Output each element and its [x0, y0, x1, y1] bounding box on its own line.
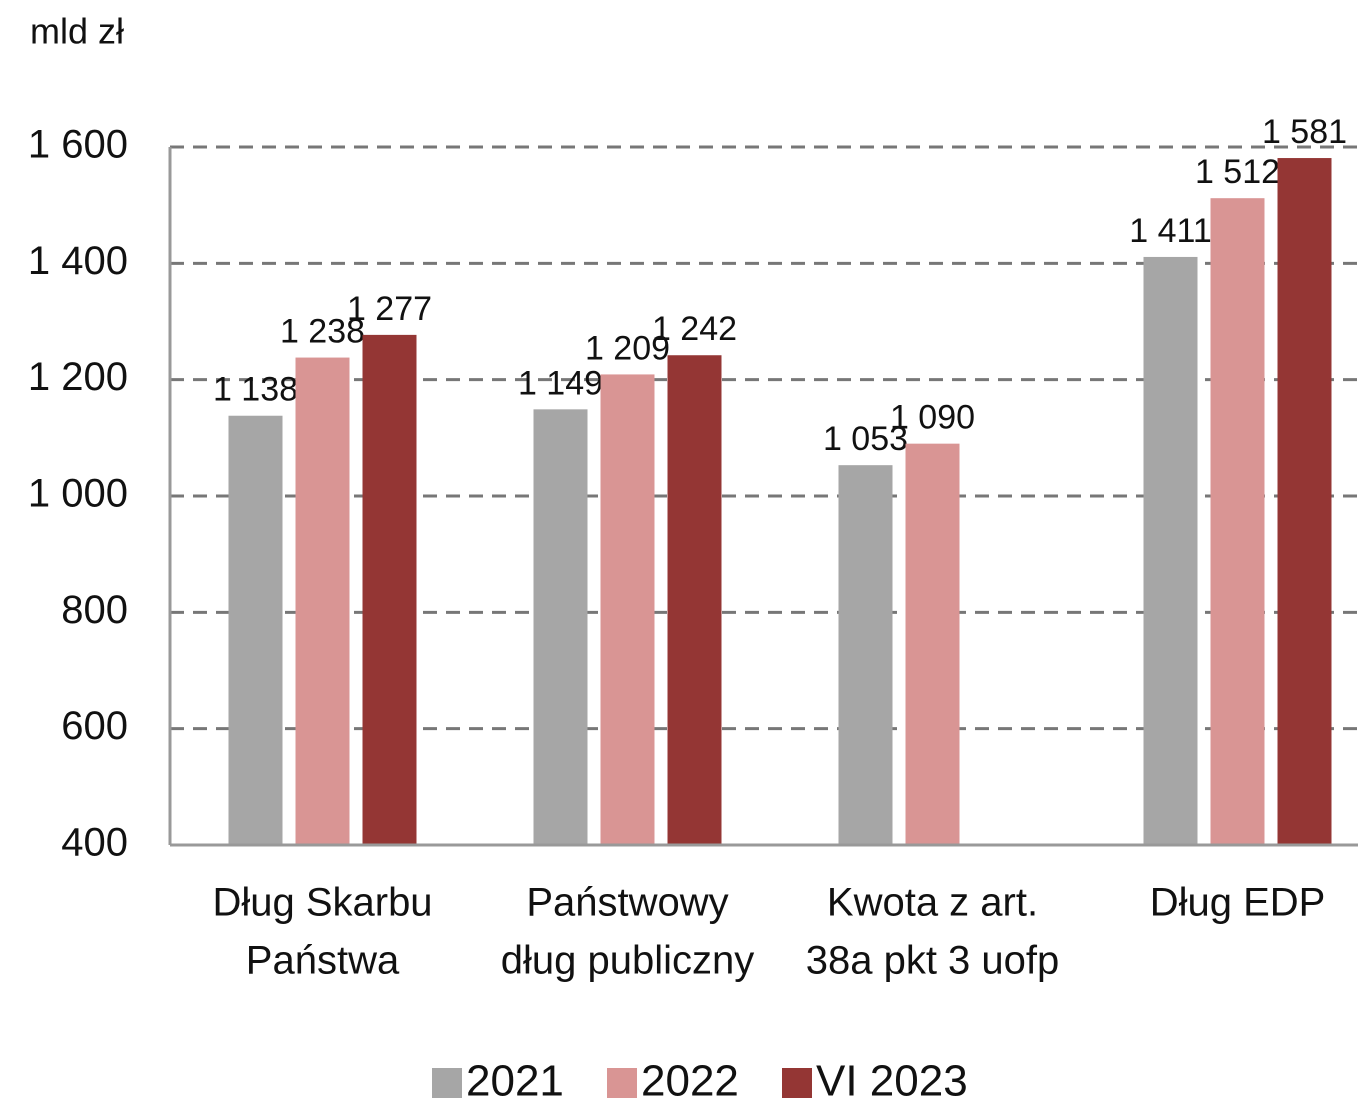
bar — [228, 415, 283, 845]
value-label: 1 581 — [1262, 113, 1347, 151]
y-axis-label: mld zł — [30, 11, 124, 52]
legend-label: 2022 — [641, 1057, 739, 1104]
legend-swatch — [432, 1068, 462, 1098]
value-label: 1 209 — [585, 329, 670, 367]
y-tick-label: 600 — [61, 704, 128, 748]
bar — [533, 409, 588, 845]
bar — [362, 334, 417, 845]
x-tick-label: 38a pkt 3 uofp — [806, 939, 1060, 983]
value-label: 1 277 — [347, 290, 432, 328]
y-tick-label: 1 600 — [28, 123, 128, 167]
x-tick-label: Dług EDP — [1150, 881, 1326, 925]
value-label: 1 149 — [518, 364, 603, 402]
bar — [1143, 256, 1198, 845]
bar — [1210, 198, 1265, 846]
x-tick-label: Państwa — [246, 939, 400, 983]
bar — [667, 355, 722, 845]
x-tick-label: Dług Skarbu — [212, 881, 432, 925]
bar — [838, 465, 893, 845]
bar — [295, 357, 350, 845]
value-label: 1 242 — [652, 310, 737, 348]
x-tick-label: dług publiczny — [501, 939, 755, 983]
legend-swatch — [607, 1068, 637, 1098]
x-tick-label: Państwowy — [526, 881, 728, 925]
bar — [1277, 158, 1332, 846]
value-label: 1 053 — [823, 420, 908, 458]
y-tick-label: 400 — [61, 821, 128, 865]
bar — [600, 374, 655, 845]
x-tick-label: Kwota z art. — [827, 881, 1038, 925]
value-label: 1 138 — [213, 371, 298, 409]
value-label: 1 512 — [1195, 153, 1280, 191]
legend-swatch — [782, 1068, 812, 1098]
legend-label: 2021 — [466, 1057, 564, 1104]
y-tick-label: 1 200 — [28, 355, 128, 399]
legend-label: VI 2023 — [816, 1057, 968, 1104]
value-label: 1 411 — [1129, 212, 1212, 250]
value-label: 1 238 — [280, 313, 365, 351]
y-tick-label: 1 000 — [28, 472, 128, 516]
bar — [905, 443, 960, 845]
value-label: 1 090 — [890, 399, 975, 437]
y-tick-label: 800 — [61, 588, 128, 632]
y-tick-label: 1 400 — [28, 239, 128, 283]
